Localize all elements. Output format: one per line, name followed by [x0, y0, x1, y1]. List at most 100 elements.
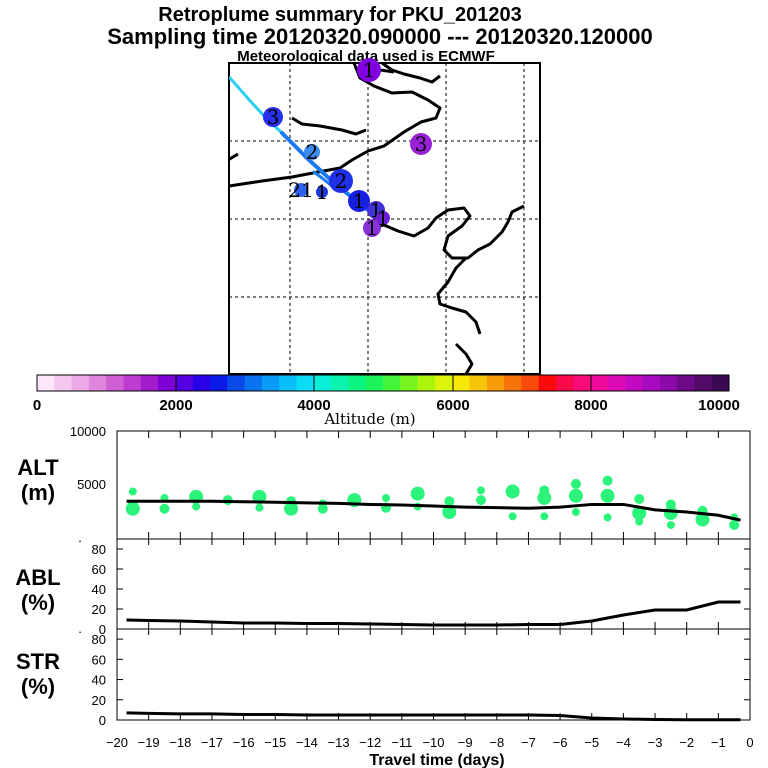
- alt-mean-line: [126, 499, 741, 522]
- colorbar-ticks: 0 2000 4000 6000 8000 10000: [33, 397, 740, 414]
- abl-bottom-mark: .: [78, 621, 82, 636]
- colorbar-swatch: [573, 375, 592, 391]
- cluster-label: 3: [415, 132, 428, 156]
- colorbar-swatch: [642, 375, 661, 391]
- alt-label: ALT: [17, 455, 59, 480]
- cluster-marker: [304, 144, 320, 160]
- str-unit: (%): [21, 674, 55, 699]
- x-tick-label: −13: [328, 735, 350, 750]
- cluster-marker: [263, 107, 283, 127]
- alt-scatter-point: [442, 505, 457, 519]
- alt-scatter-point: [600, 488, 615, 503]
- altitude-colorbar: [36, 374, 730, 392]
- alt-scatter-point: [570, 478, 581, 489]
- alt-scatter-point: [382, 493, 391, 502]
- colorbar-swatch: [434, 375, 453, 391]
- alt-scatter-point: [635, 517, 644, 526]
- colorbar-swatch: [659, 375, 678, 391]
- colorbar-tick: 8000: [574, 397, 607, 414]
- alt-scatter-point: [128, 487, 137, 496]
- colorbar-swatch: [711, 375, 730, 391]
- colorbar-swatch: [279, 375, 297, 391]
- alt-y-tick: 10000: [70, 424, 106, 439]
- alt-scatter-point: [603, 513, 612, 522]
- map-grid: [229, 63, 540, 374]
- colorbar-swatch: [313, 375, 332, 391]
- cluster-marker: [376, 211, 390, 225]
- x-tick-label: 0: [746, 735, 753, 750]
- x-tick-label: −15: [264, 735, 286, 750]
- x-tick-label: −14: [296, 735, 318, 750]
- x-axis-label: Travel time (days): [369, 752, 504, 768]
- alt-scatter-point: [508, 512, 517, 521]
- x-tick-label: −12: [359, 735, 381, 750]
- colorbar-swatch: [365, 375, 384, 391]
- colorbar-swatch: [331, 375, 349, 391]
- alt-scatter-point: [537, 490, 552, 505]
- cluster-marker: [316, 186, 328, 198]
- colorbar-swatch: [227, 375, 246, 391]
- colorbar-swatch: [106, 375, 124, 391]
- alt-scatter-point: [729, 519, 740, 530]
- alt-scatter-point: [632, 506, 647, 521]
- alt-scatter-point: [125, 501, 140, 516]
- str-label: STR: [16, 649, 60, 674]
- cluster-label: 1: [363, 58, 376, 82]
- cluster-marker: [410, 133, 432, 155]
- colorbar-swatch: [400, 375, 419, 391]
- alt-scatter-point: [159, 503, 170, 514]
- cluster-marker: [348, 190, 370, 212]
- x-tick-label: −2: [679, 735, 694, 750]
- cluster-label: 2: [306, 140, 319, 164]
- colorbar-tick: 6000: [436, 397, 469, 414]
- alt-scatter-point: [666, 520, 675, 529]
- cluster-label: 3: [267, 105, 280, 129]
- colorbar-swatch: [192, 375, 211, 391]
- alt-scatter-point: [663, 506, 678, 521]
- cluster-marker: [294, 183, 308, 197]
- colorbar-swatch: [590, 375, 609, 391]
- colorbar-swatch: [71, 375, 90, 391]
- y-tick-label: 40: [92, 582, 106, 597]
- colorbar-swatch: [607, 375, 626, 391]
- alt-scatter-point: [192, 502, 201, 511]
- colorbar-swatch: [694, 375, 713, 391]
- cluster-label: 1: [366, 216, 379, 240]
- str-y-ticks: 80 60 40 20 0: [92, 632, 750, 728]
- cluster-marker: [357, 58, 381, 82]
- cluster-marker: [363, 219, 381, 237]
- x-axis-ticks: −20 −19 −18 −17 −16 −15 −14 −13 −12 −11 −10 −9 −8 −7−…: [106, 431, 754, 750]
- colorbar-swatch: [175, 375, 194, 391]
- alt-scatter-point: [252, 489, 267, 504]
- x-tick-label: −8: [489, 735, 504, 750]
- colorbar-swatch: [244, 375, 263, 391]
- colorbar-swatch: [54, 375, 73, 391]
- alt-bottom-mark: .: [78, 530, 82, 545]
- alt-scatter-point: [444, 496, 455, 507]
- alt-y-tick: 5000: [77, 477, 106, 492]
- alt-scatter-point: [695, 512, 710, 527]
- alt-scatter-point: [476, 486, 485, 495]
- colorbar-swatch: [37, 375, 55, 391]
- abl-panel-frame: [116, 538, 751, 630]
- colorbar-swatch: [88, 375, 107, 391]
- alt-scatter-point: [602, 475, 613, 486]
- cluster-label: 1: [377, 206, 390, 230]
- colorbar-tick: 0: [33, 397, 41, 414]
- colorbar-swatch: [210, 375, 228, 391]
- str-plot: [126, 711, 741, 722]
- alt-scatter-point: [634, 494, 645, 505]
- colorbar-tick: 2000: [159, 397, 192, 414]
- y-tick-label: 0: [99, 713, 106, 728]
- alt-scatter-point: [410, 486, 425, 501]
- x-tick-label: −7: [521, 735, 536, 750]
- alt-scatter-point: [475, 495, 486, 506]
- x-tick-label: −4: [616, 735, 631, 750]
- x-tick-label: −1: [711, 735, 726, 750]
- y-tick-label: 80: [92, 632, 106, 647]
- alt-scatter-point: [255, 503, 264, 512]
- x-tick-label: −6: [553, 735, 568, 750]
